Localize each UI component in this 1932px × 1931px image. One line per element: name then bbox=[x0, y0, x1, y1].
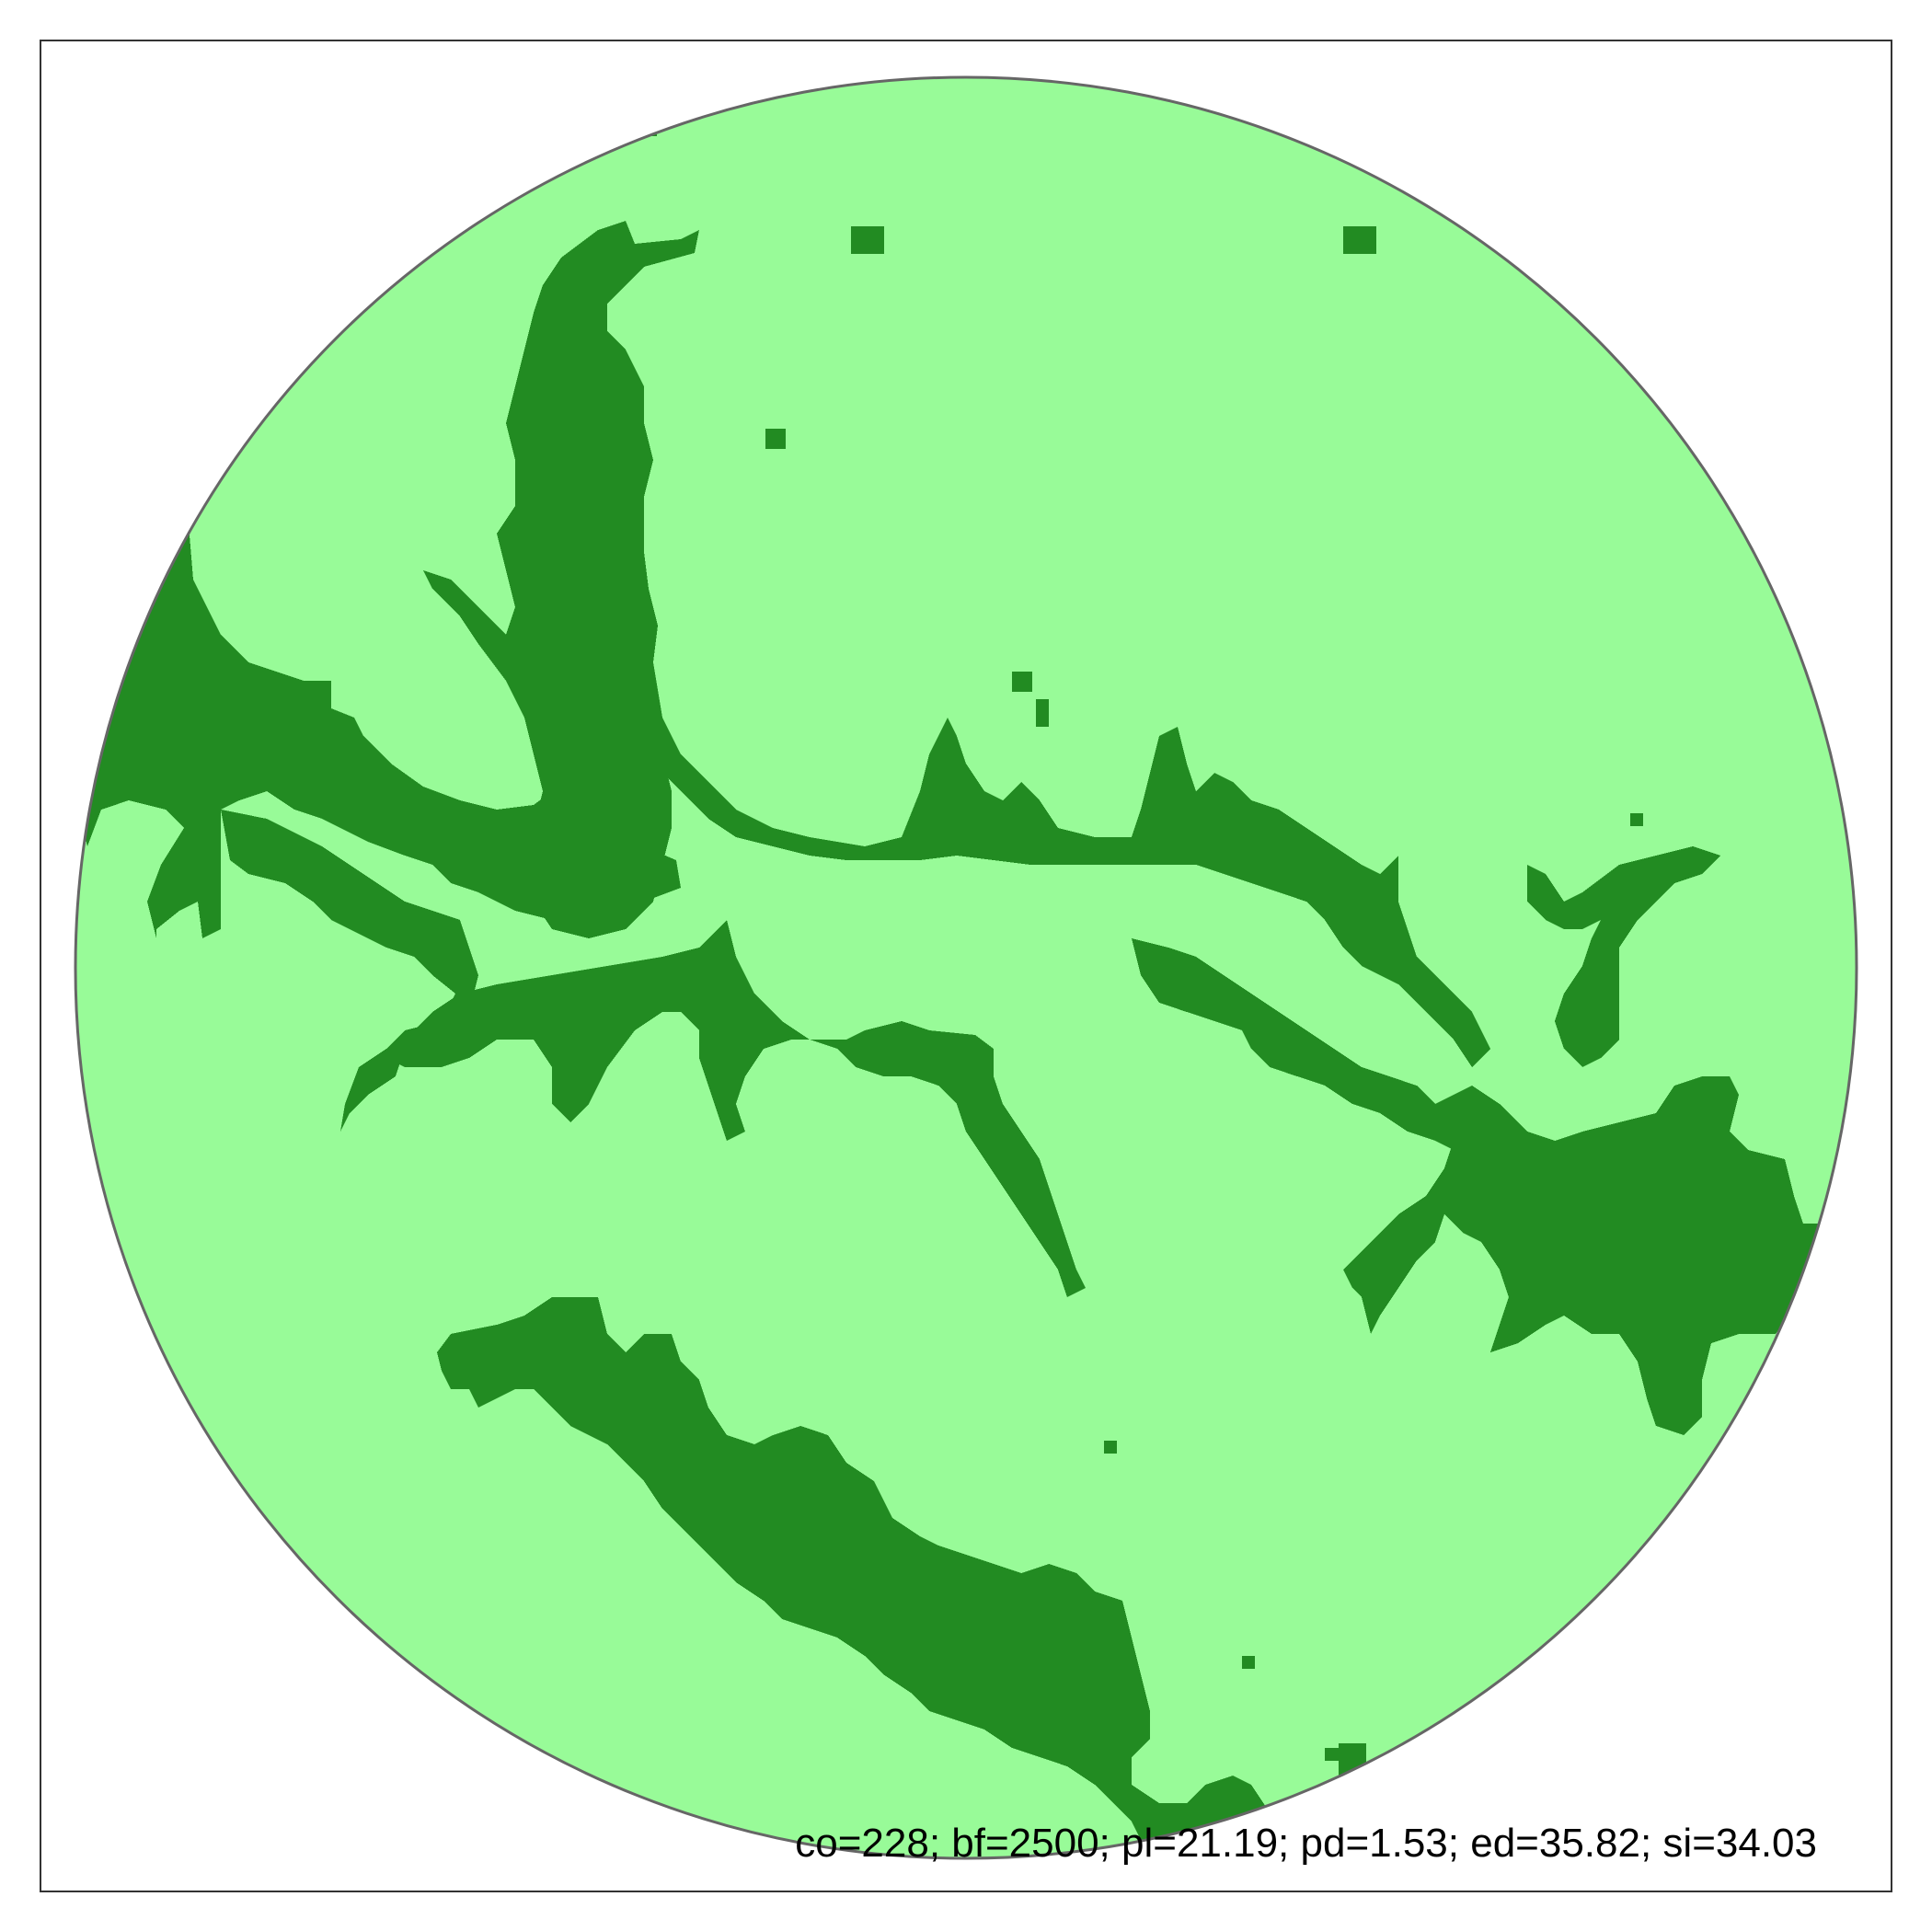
forest-speck bbox=[1242, 1656, 1255, 1669]
forest-speck bbox=[851, 226, 884, 254]
forest-patch-right-branch bbox=[1132, 938, 1454, 1150]
forest-speck bbox=[1036, 699, 1049, 727]
forest-speck bbox=[1343, 226, 1376, 254]
forest-patch-left-branch bbox=[83, 524, 681, 938]
forest-patch-ridge bbox=[662, 718, 1490, 1067]
forest-speck bbox=[1012, 672, 1032, 692]
forest-patch-right-spur bbox=[1527, 846, 1720, 1067]
forest-patch-south-diagonal bbox=[437, 1297, 1270, 1858]
forest-speck bbox=[1630, 813, 1643, 826]
circle-outline bbox=[74, 75, 1858, 1860]
forest-speck bbox=[765, 429, 786, 449]
forest-patch-west-edge bbox=[75, 552, 184, 846]
forest-speck bbox=[1104, 1441, 1117, 1454]
forest-patch-right-cluster bbox=[1343, 1076, 1831, 1435]
forest-patch-left-band bbox=[221, 810, 478, 1132]
forest-patch-central-trunk bbox=[423, 221, 699, 938]
metrics-caption: co=228; bf=2500; pl=21.19; pd=1.53; ed=3… bbox=[795, 1821, 1817, 1866]
forest-patches bbox=[75, 123, 1831, 1858]
forest-patch-central-river bbox=[386, 920, 1086, 1297]
